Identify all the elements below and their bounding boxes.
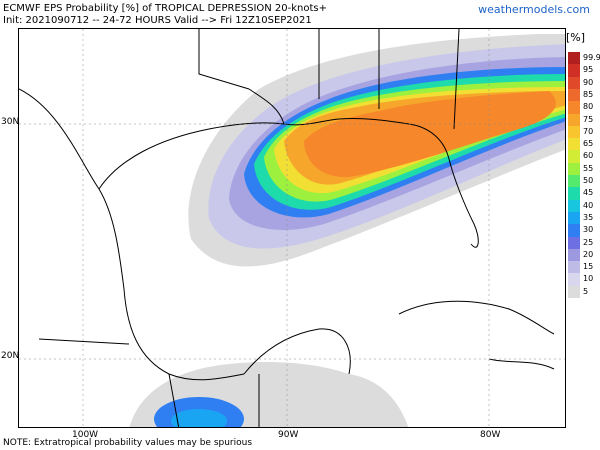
colorbar-swatch (568, 76, 580, 90)
colorbar-swatch (568, 199, 580, 213)
lon-label-90w: 90W (278, 430, 299, 440)
colorbar-level-label: 90 (583, 77, 594, 87)
colorbar-level-label: 99.9 (583, 53, 600, 62)
colorbar-level-label: 40 (583, 200, 594, 210)
colorbar-swatch (568, 261, 580, 274)
colorbar-level-label: 80 (583, 102, 594, 112)
colorbar-level-label: 30 (583, 225, 594, 235)
colorbar (568, 52, 580, 299)
map-subtitle: Init: 2021090712 -- 24-72 HOURS Valid --… (3, 15, 312, 26)
prob-field-south-cyan (171, 409, 227, 427)
map-canvas (19, 29, 565, 427)
colorbar-swatch (568, 175, 580, 188)
prob-field-80 (304, 91, 556, 178)
colorbar-level-label: 45 (583, 188, 594, 198)
colorbar-swatch (568, 101, 580, 114)
lat-label-20n: 20N (1, 351, 20, 361)
colorbar-level-label: 75 (583, 114, 594, 124)
colorbar-swatch (568, 187, 580, 201)
colorbar-level-label: 95 (583, 65, 594, 75)
colorbar-level-label: 70 (583, 126, 594, 136)
lon-label-80w: 80W (480, 430, 501, 440)
colorbar-swatch (568, 224, 580, 237)
colorbar-swatch (568, 64, 580, 78)
colorbar-level-label: 5 (583, 286, 589, 296)
colorbar-level-label: 85 (583, 89, 594, 99)
colorbar-level-label: 20 (583, 249, 594, 259)
graticule (19, 29, 565, 427)
colorbar-level-label: 50 (583, 176, 594, 185)
lon-label-100w: 100W (72, 430, 99, 440)
colorbar-level-label: 10 (583, 274, 594, 284)
colorbar-title: [%] (566, 31, 586, 44)
coastlines (19, 29, 555, 427)
colorbar-level-label: 65 (583, 139, 594, 149)
colorbar-swatch (568, 236, 580, 250)
colorbar-swatch (568, 150, 580, 164)
footer-note: NOTE: Extratropical probability values m… (3, 438, 253, 448)
colorbar-swatch (568, 113, 580, 127)
lat-label-30n: 30N (1, 117, 20, 127)
colorbar-swatch (568, 88, 580, 102)
colorbar-swatch (568, 138, 580, 151)
colorbar-level-label: 15 (583, 262, 594, 272)
colorbar-swatch (568, 273, 580, 287)
colorbar-level-label: 35 (583, 212, 594, 222)
colorbar-swatch (568, 285, 580, 299)
colorbar-level-label: 25 (583, 237, 594, 247)
colorbar-level-label: 60 (583, 151, 594, 161)
brand-link[interactable]: weathermodels.com (478, 3, 590, 16)
probability-map (18, 28, 566, 428)
colorbar-level-label: 55 (583, 163, 594, 173)
colorbar-swatch (568, 125, 580, 139)
colorbar-swatch (568, 52, 580, 65)
colorbar-swatch (568, 162, 580, 176)
colorbar-swatch (568, 211, 580, 225)
map-title: ECMWF EPS Probability [%] of TROPICAL DE… (3, 3, 328, 14)
colorbar-swatch (568, 248, 580, 262)
